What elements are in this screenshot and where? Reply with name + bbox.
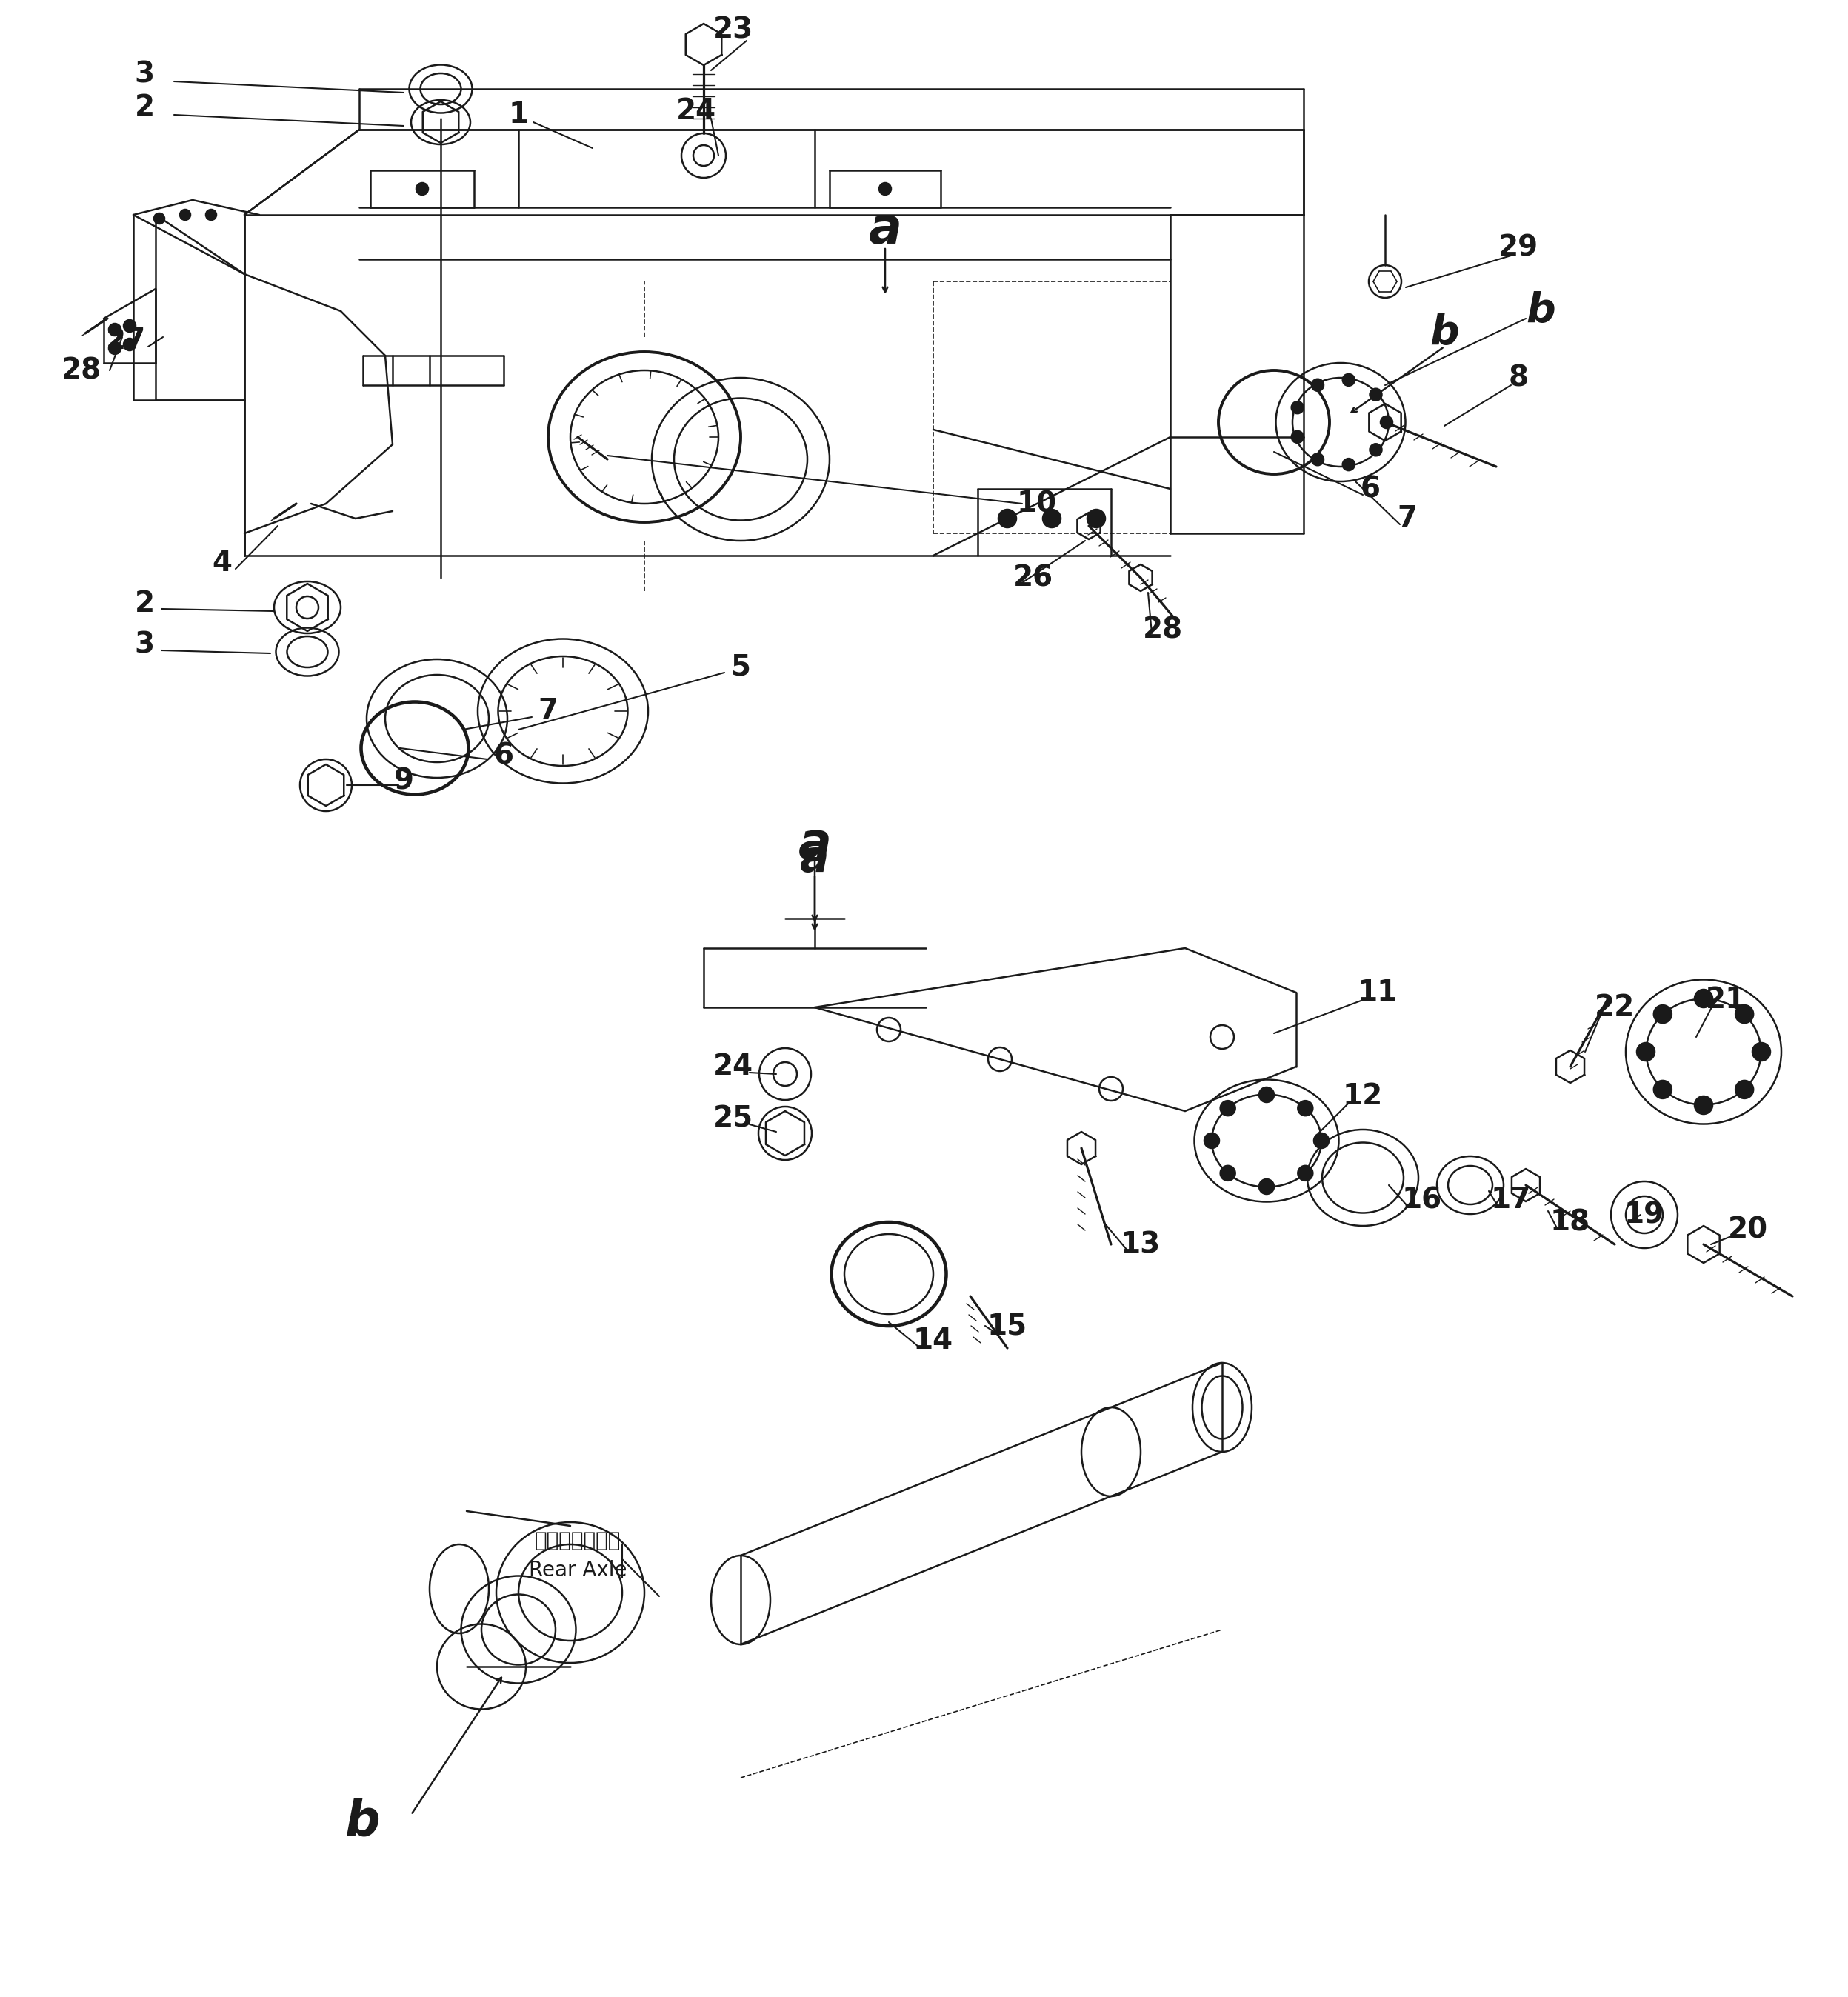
Text: 20: 20 <box>1728 1216 1769 1244</box>
Circle shape <box>1695 1096 1713 1114</box>
Circle shape <box>1314 1134 1329 1148</box>
Circle shape <box>1258 1088 1273 1102</box>
Text: a: a <box>800 839 830 881</box>
Text: 2: 2 <box>135 94 155 122</box>
Text: 15: 15 <box>987 1312 1027 1340</box>
Circle shape <box>1258 1180 1273 1194</box>
Circle shape <box>1343 373 1355 385</box>
Text: 23: 23 <box>713 16 754 44</box>
Text: 9: 9 <box>394 767 414 795</box>
Text: 3: 3 <box>135 60 155 88</box>
Text: b: b <box>1526 292 1556 332</box>
Text: b: b <box>346 1797 381 1847</box>
Text: 3: 3 <box>135 631 155 659</box>
Circle shape <box>109 324 120 335</box>
Text: 5: 5 <box>730 653 750 681</box>
Circle shape <box>1220 1100 1234 1116</box>
Text: 29: 29 <box>1499 234 1538 262</box>
Circle shape <box>109 341 120 353</box>
Circle shape <box>124 339 135 349</box>
Circle shape <box>1752 1042 1770 1060</box>
Text: 24: 24 <box>676 98 717 126</box>
Text: 7: 7 <box>538 697 558 725</box>
Text: 19: 19 <box>1624 1200 1665 1228</box>
Circle shape <box>1312 453 1323 465</box>
Circle shape <box>1735 1004 1754 1022</box>
Circle shape <box>1369 389 1382 401</box>
Text: a: a <box>798 821 832 869</box>
Text: 11: 11 <box>1358 979 1397 1006</box>
Text: 18: 18 <box>1550 1208 1591 1236</box>
Text: 28: 28 <box>1142 615 1183 643</box>
Text: 2: 2 <box>135 589 155 617</box>
Circle shape <box>1297 1166 1312 1180</box>
Text: 6: 6 <box>1360 475 1380 503</box>
Text: Rear Axle: Rear Axle <box>529 1560 626 1582</box>
Text: 24: 24 <box>713 1052 754 1080</box>
Text: 12: 12 <box>1343 1082 1382 1110</box>
Circle shape <box>1297 1100 1312 1116</box>
Text: 8: 8 <box>1508 363 1528 391</box>
Circle shape <box>1380 415 1393 427</box>
Circle shape <box>998 509 1016 527</box>
Circle shape <box>124 320 135 332</box>
Text: 22: 22 <box>1595 993 1635 1020</box>
Circle shape <box>205 210 216 220</box>
Circle shape <box>1220 1166 1234 1180</box>
Text: a: a <box>869 206 902 254</box>
Circle shape <box>1042 509 1061 527</box>
Text: 28: 28 <box>61 355 102 385</box>
Circle shape <box>1735 1080 1754 1098</box>
Text: 14: 14 <box>913 1326 954 1354</box>
Text: 1: 1 <box>508 100 529 130</box>
Text: 10: 10 <box>1016 489 1057 517</box>
Text: 13: 13 <box>1120 1230 1161 1258</box>
Circle shape <box>1292 401 1303 413</box>
Circle shape <box>1087 509 1105 527</box>
Text: 26: 26 <box>1013 563 1053 591</box>
Text: 4: 4 <box>213 549 233 577</box>
Circle shape <box>1654 1004 1672 1022</box>
Circle shape <box>1292 431 1303 443</box>
Circle shape <box>1205 1134 1220 1148</box>
Text: 6: 6 <box>493 741 514 769</box>
Text: 17: 17 <box>1491 1186 1532 1214</box>
Circle shape <box>153 214 164 224</box>
Circle shape <box>416 184 429 196</box>
Text: 27: 27 <box>105 328 146 355</box>
Text: 16: 16 <box>1403 1186 1441 1214</box>
Circle shape <box>1369 443 1382 455</box>
Circle shape <box>1312 379 1323 391</box>
Circle shape <box>1695 991 1713 1006</box>
Text: b: b <box>1430 314 1460 353</box>
Circle shape <box>880 184 891 196</box>
Circle shape <box>1654 1080 1672 1098</box>
Circle shape <box>1637 1042 1654 1060</box>
Text: 25: 25 <box>713 1104 754 1132</box>
Text: 7: 7 <box>1397 505 1417 533</box>
Circle shape <box>179 210 190 220</box>
Text: リヤーアクスル: リヤーアクスル <box>534 1530 621 1552</box>
Circle shape <box>1343 459 1355 471</box>
Text: 21: 21 <box>1706 987 1746 1014</box>
